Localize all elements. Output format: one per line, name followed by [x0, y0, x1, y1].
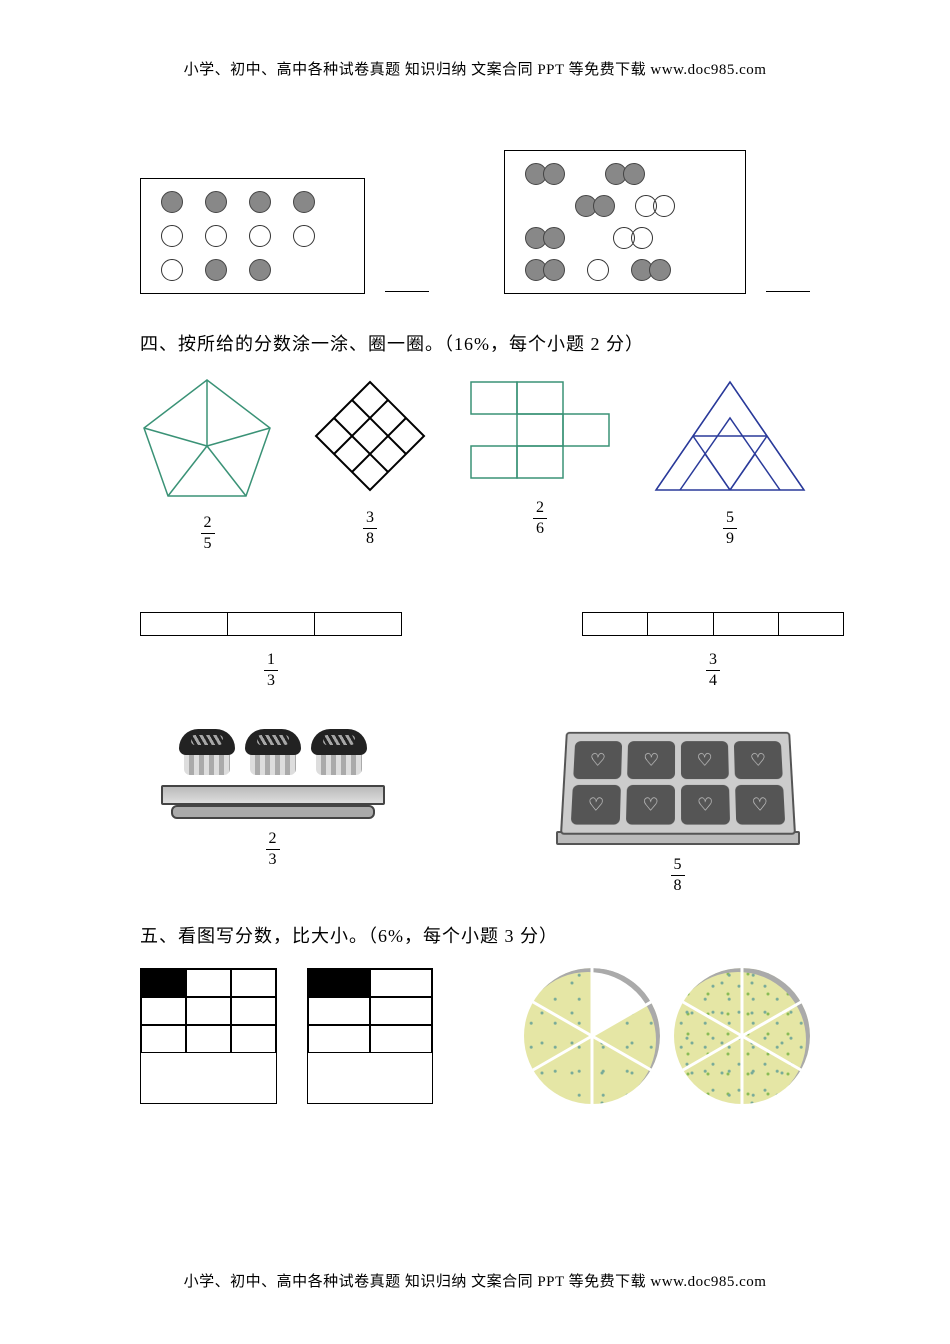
chocolate-icon: ♡ — [733, 741, 782, 779]
segment-bar-4 — [582, 612, 844, 636]
fraction-1-3: 13 — [264, 652, 278, 689]
fraction-2-3: 23 — [266, 831, 280, 868]
chocolate-icon: ♡ — [625, 785, 674, 825]
bar-quarters: 34 — [582, 612, 844, 689]
fraction-2-6: 26 — [533, 500, 547, 537]
grid-3x2 — [307, 968, 433, 1104]
pie-left — [524, 968, 660, 1104]
grid-3x3 — [140, 968, 277, 1104]
fraction-5-8: 58 — [671, 857, 685, 894]
chocolate-tray-item: ♡ ♡ ♡ ♡ ♡ ♡ ♡ ♡ 58 — [545, 729, 810, 894]
shapes-row-1: 25 38 — [140, 376, 810, 552]
circle-box-left — [140, 178, 365, 294]
chocolate-icon: ♡ — [627, 741, 675, 779]
chocolate-tray: ♡ ♡ ♡ ♡ ♡ ♡ ♡ ♡ — [548, 729, 808, 845]
pie-slice-lines-icon — [524, 968, 660, 1104]
cupcake-icon — [177, 729, 237, 783]
compare-grids — [140, 968, 433, 1104]
shape-triangle: 59 — [650, 376, 810, 552]
cupcake-icon — [243, 729, 303, 783]
segment-bar-3 — [140, 612, 402, 636]
chocolate-icon: ♡ — [681, 785, 730, 825]
cupcake-tray-item: 23 — [140, 729, 405, 894]
circle-box-right — [504, 150, 747, 294]
shape-diamond: 38 — [310, 376, 430, 552]
page-footer: 小学、初中、高中各种试卷真题 知识归纳 文案合同 PPT 等免费下载 www.d… — [0, 1270, 950, 1291]
tray-row: 23 ♡ ♡ ♡ ♡ ♡ ♡ ♡ ♡ — [140, 729, 810, 894]
shape-pentagon: 25 — [140, 376, 275, 552]
compare-pies — [524, 968, 810, 1104]
cupcake-tray — [153, 729, 393, 819]
answer-blank-1[interactable] — [385, 290, 429, 292]
section-5-title: 五、看图写分数，比大小。（6%，每个小题 3 分） — [140, 922, 810, 948]
answer-blank-2[interactable] — [766, 290, 810, 292]
compare-row — [140, 968, 810, 1104]
chocolate-icon: ♡ — [680, 741, 728, 779]
fraction-3-4: 34 — [706, 652, 720, 689]
diamond-grid-icon — [310, 376, 430, 496]
bars-row: 13 34 — [140, 612, 810, 689]
fraction-3-8: 38 — [363, 510, 377, 547]
worksheet-page: 小学、初中、高中各种试卷真题 知识归纳 文案合同 PPT 等免费下载 www.d… — [0, 0, 950, 1344]
shape-cross: 26 — [465, 376, 615, 552]
section-4-title: 四、按所给的分数涂一涂、圈一圈。（16%，每个小题 2 分） — [140, 330, 810, 356]
page-header: 小学、初中、高中各种试卷真题 知识归纳 文案合同 PPT 等免费下载 www.d… — [0, 58, 950, 79]
fraction-5-9: 59 — [723, 510, 737, 547]
chocolate-icon: ♡ — [735, 785, 785, 825]
pentagon-icon — [140, 376, 275, 501]
content-area: 四、按所给的分数涂一涂、圈一圈。（16%，每个小题 2 分） 25 — [140, 150, 810, 1104]
circle-boxes-row — [140, 150, 810, 294]
pie-right — [674, 968, 810, 1104]
cross-rects-icon — [465, 376, 615, 486]
fraction-2-5: 25 — [201, 515, 215, 552]
cupcake-icon — [309, 729, 369, 783]
triangle-grid-icon — [650, 376, 810, 496]
chocolate-icon: ♡ — [573, 741, 622, 779]
pie-slice-lines-icon — [674, 968, 810, 1104]
chocolate-icon: ♡ — [570, 785, 620, 825]
bar-thirds: 13 — [140, 612, 402, 689]
